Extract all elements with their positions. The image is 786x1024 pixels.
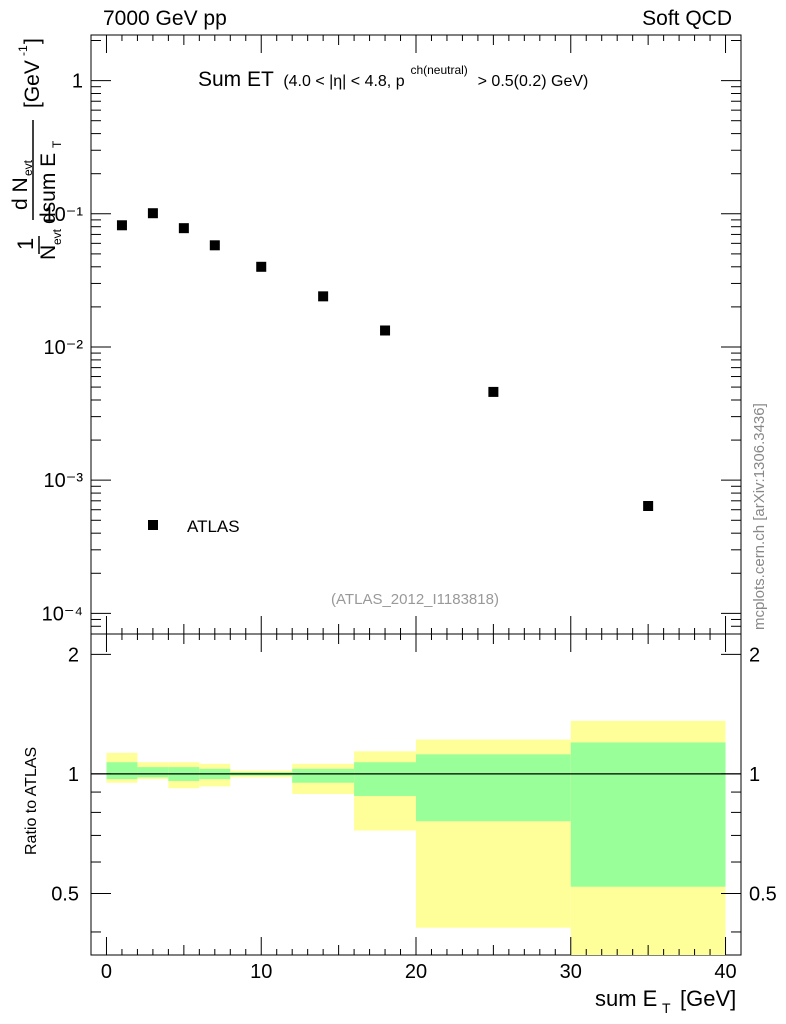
y-tick-label-ratio: 2 <box>68 644 79 666</box>
y-tick-label-main: 10⁻⁴ <box>42 603 83 625</box>
data-point <box>116 220 127 231</box>
ratio-band-green <box>354 762 416 796</box>
header-left: 7000 GeV pp <box>103 7 227 30</box>
svg-text:N: N <box>37 245 60 260</box>
chart-title: Sum ET (4.0 < |η| < 4.8, p ch(neutral) >… <box>198 56 588 91</box>
svg-text:dsum E: dsum E <box>37 153 60 224</box>
chart-title-sup: ch(neutral) <box>410 63 467 77</box>
data-point <box>256 261 267 272</box>
ratio-bands <box>106 720 726 955</box>
y-tick-label-ratio: 0.5 <box>51 883 79 905</box>
chart-title-main: Sum ET <box>198 68 274 91</box>
y-tick-label-ratio: 1 <box>68 764 79 786</box>
svg-text:1: 1 <box>13 238 38 250</box>
ratio-band-green <box>137 767 169 778</box>
ratio-band-green <box>416 754 571 822</box>
y-tick-label-ratio-right: 1 <box>749 764 760 786</box>
svg-text:T: T <box>50 140 64 148</box>
legend-label: ATLAS <box>187 517 240 536</box>
svg-text:[GeV]: [GeV] <box>680 986 736 1011</box>
data-point <box>380 325 391 336</box>
header-right: Soft QCD <box>642 7 732 30</box>
data-point <box>178 223 189 234</box>
data-points <box>116 208 654 511</box>
ratio-band-green <box>292 768 355 783</box>
svg-text:-1: -1 <box>16 45 30 56</box>
x-tick-label: 30 <box>560 961 582 983</box>
axis-ticks: 110⁻¹10⁻²10⁻³10⁻⁴0.5 0.51 12 20 10 20 30 40 <box>42 35 777 983</box>
y-tick-label-ratio-right: 0.5 <box>749 883 777 905</box>
svg-text:[GeV: [GeV <box>21 60 44 108</box>
y-tick-label-main: 1 <box>72 71 83 93</box>
data-point <box>643 500 654 511</box>
data-point <box>488 386 499 397</box>
ratio-band-green <box>570 742 726 887</box>
data-point <box>147 208 158 219</box>
data-point <box>318 291 329 302</box>
y-axis-label-main: 1 N evt d N evt dsum E T [GeV -1 ] <box>9 38 64 260</box>
legend-marker <box>148 520 158 530</box>
x-tick-label: 0 <box>101 961 112 983</box>
data-point <box>209 240 220 251</box>
analysis-id: (ATLAS_2012_I1183818) <box>331 591 499 608</box>
chart-title-tail: > 0.5(0.2) GeV) <box>478 73 589 90</box>
x-tick-label: 40 <box>714 961 736 983</box>
svg-text:]: ] <box>21 38 44 44</box>
svg-text:d N: d N <box>9 177 32 210</box>
svg-text:T: T <box>662 1000 671 1016</box>
svg-text:evt: evt <box>50 228 64 245</box>
y-tick-label-ratio-right: 2 <box>749 644 760 666</box>
main-plot-frame <box>90 34 742 635</box>
ratio-band-green <box>106 762 138 780</box>
svg-text:sum E: sum E <box>595 986 657 1011</box>
y-axis-label-ratio: Ratio to ATLAS <box>23 747 40 855</box>
side-label: mcplots.cern.ch [arXiv:1306.3436] <box>751 403 768 630</box>
svg-text:evt: evt <box>21 159 35 176</box>
x-tick-label: 20 <box>405 961 427 983</box>
x-tick-label: 10 <box>250 961 272 983</box>
y-tick-label-main: 10⁻³ <box>44 470 84 492</box>
y-tick-label-main: 10⁻² <box>44 337 84 359</box>
y-tick-label-main: 10⁻¹ <box>44 204 84 226</box>
x-axis-label: sum E T [GeV] <box>595 986 736 1016</box>
chart-title-detail: (4.0 < |η| < 4.8, p <box>283 73 404 90</box>
